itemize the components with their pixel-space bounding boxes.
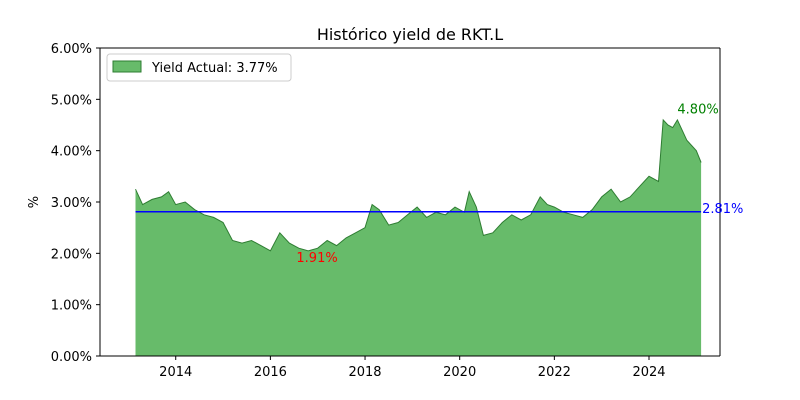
min-label: 1.91% bbox=[296, 251, 337, 266]
x-tick-label: 2016 bbox=[254, 365, 287, 380]
plot-layer bbox=[135, 118, 702, 357]
yield-area bbox=[135, 119, 702, 357]
y-tick-label: 2.00% bbox=[51, 247, 92, 262]
y-tick-label: 5.00% bbox=[51, 93, 92, 108]
yield-line bbox=[135, 118, 702, 252]
x-tick-label: 2020 bbox=[443, 365, 476, 380]
y-tick-label: 0.00% bbox=[51, 350, 92, 365]
legend-swatch bbox=[112, 60, 142, 73]
y-axis-label: % bbox=[27, 196, 42, 208]
y-tick-label: 1.00% bbox=[51, 299, 92, 314]
y-tick-label: 3.00% bbox=[51, 196, 92, 211]
x-tick-label: 2014 bbox=[159, 365, 192, 380]
max-label: 4.80% bbox=[677, 103, 718, 118]
y-tick-label: 6.00% bbox=[51, 42, 92, 57]
average-label: 2.81% bbox=[702, 202, 743, 217]
axes: 0.00% 1.00% 2.00% 3.00% 4.00% 5.00% 6.00% 2014 2… bbox=[51, 42, 721, 380]
chart-title: Histórico yield de RKT.L bbox=[317, 25, 503, 44]
x-tick-label: 2024 bbox=[632, 365, 665, 380]
legend: Yield Actual: 3.77% bbox=[106, 53, 292, 82]
x-tick-label: 2022 bbox=[538, 365, 571, 380]
x-tick-label: 2018 bbox=[348, 365, 381, 380]
legend-label: Yield Actual: 3.77% bbox=[151, 61, 278, 76]
y-tick-label: 4.00% bbox=[51, 145, 92, 160]
legend-box bbox=[106, 53, 292, 82]
annotations: 2.81% 4.80% 1.91% bbox=[296, 103, 743, 266]
